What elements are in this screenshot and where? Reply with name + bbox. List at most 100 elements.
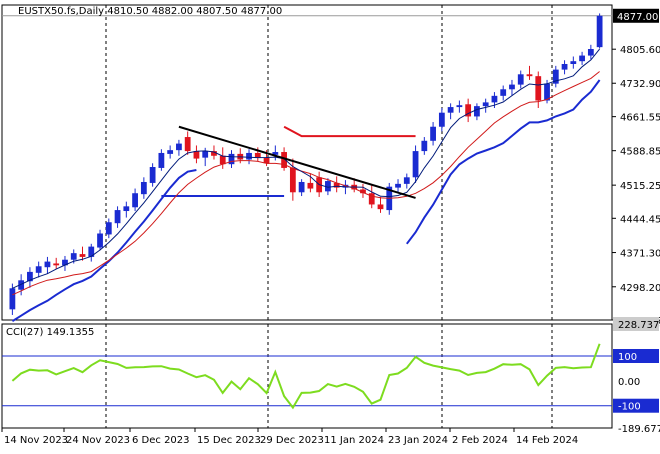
candle-body — [254, 152, 261, 158]
x-tick-label: 6 Dec 2023 — [132, 435, 190, 446]
x-tick-label: 23 Jan 2024 — [388, 435, 448, 446]
current-price-badge — [613, 8, 659, 23]
cci-level-badge — [613, 348, 659, 363]
x-tick-label: 15 Dec 2023 — [197, 435, 261, 446]
y-tick-label: 4661.55 — [620, 113, 660, 124]
candle-body — [246, 152, 252, 160]
cci-tick-label: 228.7374 — [618, 320, 660, 331]
candle-body — [88, 246, 95, 257]
cci-tick-label: 100 — [618, 352, 637, 363]
current-price-label: 4877.00 — [617, 12, 658, 23]
band-layer — [11, 79, 601, 322]
candle-body — [500, 89, 507, 96]
candle-body — [70, 253, 77, 260]
candle-body — [474, 106, 480, 117]
candle-body — [298, 181, 305, 193]
candle-body — [184, 137, 191, 152]
candle-body — [158, 152, 165, 168]
candle-body — [491, 95, 498, 103]
candle-body — [123, 206, 130, 212]
candle-body — [176, 143, 182, 151]
candle-body — [193, 151, 200, 159]
line-layer — [12, 48, 600, 296]
candle-body — [167, 150, 174, 154]
lower-band-segment — [11, 169, 197, 322]
trendline — [178, 125, 416, 199]
candle-body — [421, 140, 428, 152]
candle-body — [368, 193, 375, 205]
candle-body — [544, 83, 550, 101]
candle-body — [228, 153, 235, 165]
candle-body — [561, 63, 568, 70]
candle-body — [62, 259, 68, 266]
price-pane-border — [1, 4, 613, 321]
cci-line — [11, 343, 601, 410]
candle-body — [18, 280, 25, 290]
candle-layer — [9, 13, 603, 315]
cci-layer — [2, 343, 612, 410]
candle-body — [79, 254, 86, 257]
candle-body — [333, 182, 340, 188]
candle-body — [482, 102, 489, 107]
candle-body — [412, 151, 419, 178]
candle-body — [465, 104, 472, 117]
candle-body — [456, 105, 463, 108]
candle-body — [97, 233, 103, 248]
y-tick-label: 4588.85 — [620, 147, 660, 158]
candle-body — [53, 263, 60, 266]
fast-moving-average — [12, 48, 600, 289]
candle-body — [360, 189, 366, 194]
y-tick-label: 4732.90 — [620, 79, 660, 90]
candle-body — [395, 183, 401, 188]
x-tick-label: 29 Dec 2023 — [260, 435, 324, 446]
x-tick-label: 14 Nov 2023 — [4, 435, 68, 446]
slow-moving-average — [12, 71, 600, 296]
x-tick-label: 11 Jan 2024 — [324, 435, 384, 446]
candle-body — [263, 157, 270, 164]
cci-header: CCI(27) 149.1355 — [6, 327, 94, 338]
candle-body — [202, 151, 209, 158]
y-tick-label: 4371.30 — [620, 249, 660, 260]
candle-body — [289, 167, 296, 193]
candle-body — [114, 210, 121, 224]
candle-body — [140, 181, 147, 195]
candle-body — [509, 84, 515, 90]
cci-level-badge — [613, 398, 659, 413]
cci-pane-border — [1, 323, 613, 429]
candle-body — [219, 155, 226, 165]
y-tick-label: 4515.25 — [620, 181, 660, 192]
candle-body — [526, 74, 533, 77]
candle-body — [272, 152, 279, 155]
candle-body — [596, 15, 603, 48]
cci-level-badge — [613, 317, 659, 331]
candle-body — [9, 288, 16, 310]
candle-body — [570, 61, 577, 64]
candle-body — [579, 55, 585, 62]
y-tick-label: 4805.60 — [620, 45, 660, 56]
candle-body — [325, 181, 331, 192]
candle-body — [517, 74, 524, 85]
candle-body — [211, 151, 217, 156]
candle-body — [587, 49, 594, 56]
candle-body — [403, 177, 410, 184]
cci-tick-label: -189.6771 — [618, 424, 660, 435]
symbol-header: EUSTX50.fs,Daily 4810.50 4882.00 4807.50… — [18, 6, 282, 17]
x-tick-label: 24 Nov 2023 — [66, 435, 130, 446]
candle-body — [44, 261, 51, 268]
candle-body — [430, 126, 436, 141]
candle-body — [35, 266, 42, 273]
frame-layer — [1, 4, 613, 429]
candle-body — [377, 204, 384, 210]
y-tick-label: 4444.45 — [620, 214, 660, 225]
cci-tick-label: 0.00 — [618, 377, 640, 388]
candle-body — [149, 167, 156, 183]
candle-body — [132, 193, 138, 208]
candle-body — [447, 107, 454, 113]
cci-tick-label: -100 — [618, 402, 641, 413]
x-tick-label: 14 Feb 2024 — [516, 435, 578, 446]
axis-layer: 4805.60 4732.90 4661.55 4588.85 4515.25 4444.… — [1, 8, 660, 446]
lower-band-segment — [406, 79, 601, 245]
x-tick-label: 2 Feb 2024 — [452, 435, 508, 446]
